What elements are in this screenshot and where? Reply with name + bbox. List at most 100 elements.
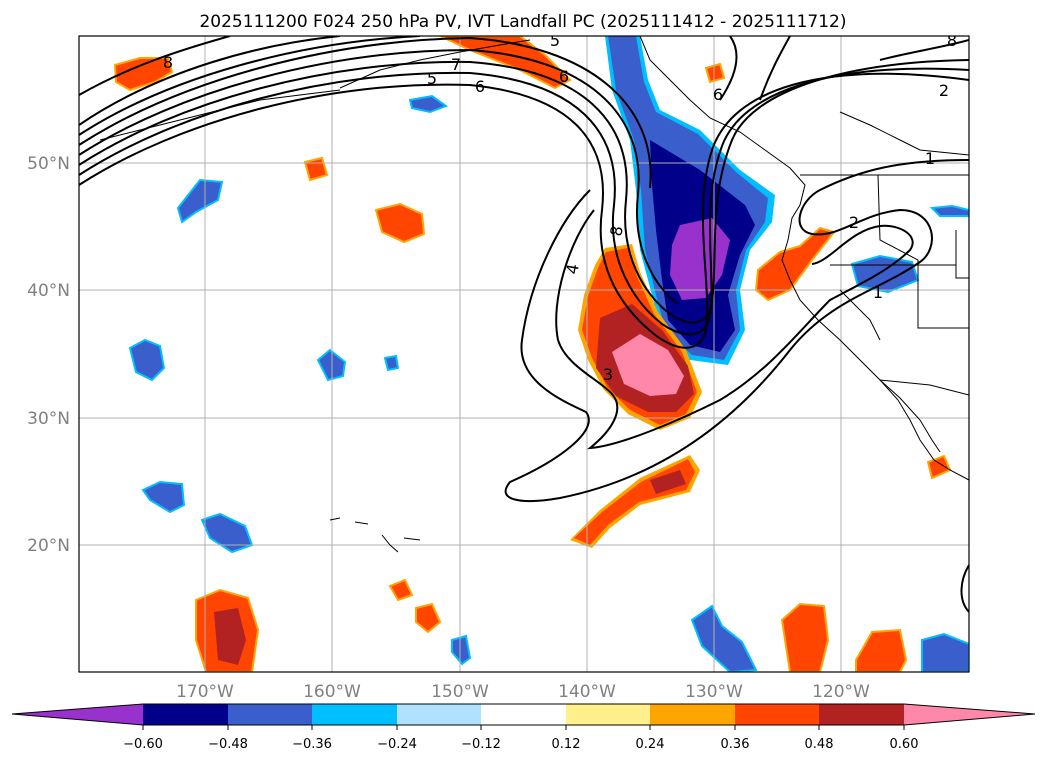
ivt-contour-outer — [504, 159, 969, 503]
colorbar-segment — [650, 704, 735, 725]
gulf-negative-anomaly — [408, 94, 449, 114]
blob-positive-aleutian — [113, 57, 174, 92]
blob-positive-170w-core — [214, 608, 246, 665]
contour-label: 5 — [427, 69, 437, 88]
lat-label-40n: 40°N — [27, 281, 70, 301]
coastline-north-america — [639, 36, 969, 481]
blob-positive-125w-south — [780, 602, 830, 672]
contour-label: 2 — [849, 213, 859, 232]
contour-labels: 8 5 7 6 6 5 8 2 1 2 1 4 8 3 6 — [163, 31, 957, 384]
colorbar-tick-label: −0.36 — [292, 737, 332, 752]
ivt-contour — [79, 72, 969, 349]
contour-label: 2 — [939, 81, 949, 100]
contour-label: 8 — [163, 53, 173, 72]
positive-anomaly-high — [612, 334, 684, 396]
contour-label: 7 — [451, 55, 461, 74]
colorbar-segment — [481, 704, 566, 725]
blob-positive-160w — [303, 156, 329, 182]
blob-positive-coast — [754, 226, 836, 302]
ivt-contour — [960, 564, 969, 613]
colorbar-tick-label: 0.48 — [805, 737, 834, 752]
blob-negative-175w-south — [141, 480, 186, 514]
contour-label: 3 — [603, 365, 613, 384]
pv-anomaly-fill — [113, 36, 969, 672]
colorbar-segment — [819, 704, 904, 725]
contour-label: 1 — [925, 149, 935, 168]
aleutian-islands — [99, 89, 341, 141]
lon-label-150w: 150°W — [431, 682, 489, 702]
colorbar-extend-min — [12, 704, 143, 725]
contour-label: 6 — [475, 77, 485, 96]
colorbar-ticks — [142, 725, 905, 730]
ivt-contour — [759, 36, 791, 101]
colorbar-tick-label: 0.12 — [552, 737, 581, 752]
colorbar-tick-label: −0.60 — [123, 737, 163, 752]
ivt-contours — [79, 36, 969, 613]
colorbar-tick-label: 0.60 — [890, 737, 919, 752]
contour-label: 4 — [562, 262, 582, 275]
colorbar-tick-label: −0.12 — [461, 737, 501, 752]
ivt-contour — [79, 48, 679, 305]
longitude-labels: 170°W 160°W 150°W 140°W 130°W 120°W — [176, 682, 870, 702]
blob-positive-150w — [374, 202, 426, 244]
ivt-contour — [79, 36, 652, 189]
alaska-coast — [339, 39, 531, 89]
lon-label-140w: 140°W — [558, 682, 616, 702]
blob-negative-115w-south — [921, 632, 969, 672]
blob-negative-170w — [176, 178, 224, 224]
blob-positive-150w-south — [415, 602, 442, 634]
colorbar-tick-label: 0.24 — [636, 737, 665, 752]
ivt-contour — [79, 36, 341, 126]
figure-title: 2025111200 F024 250 hPa PV, IVT Landfall… — [199, 12, 846, 32]
blob-negative-ne — [929, 204, 969, 217]
blob-negative-small — [383, 354, 400, 372]
coastlines — [99, 36, 969, 553]
graticule — [79, 36, 969, 672]
latitude-labels: 50°N 40°N 30°N 20°N — [27, 154, 70, 556]
ivt-contour — [879, 39, 969, 61]
blob-positive-120w-south — [855, 628, 908, 672]
lon-label-130w: 130°W — [685, 682, 743, 702]
lon-label-160w: 160°W — [303, 682, 361, 702]
contour-label: 8 — [606, 224, 626, 237]
border-states — [955, 230, 969, 279]
colorbar: −0.60 −0.48 −0.36 −0.24 −0.12 0.12 0.24 … — [11, 703, 1036, 752]
colorbar-segment — [735, 704, 819, 725]
positive-streak-mid — [650, 470, 686, 494]
contour-label: 6 — [559, 67, 569, 86]
map-panel: 8 5 7 6 6 5 8 2 1 2 1 4 8 3 6 — [79, 31, 969, 672]
blob-positive-130w-north — [704, 62, 726, 84]
colorbar-segment — [312, 704, 397, 725]
lat-label-50n: 50°N — [27, 154, 70, 174]
border-states — [839, 111, 969, 156]
ivt-contour — [719, 36, 738, 101]
map-background — [79, 36, 969, 672]
ivt-contour — [79, 36, 231, 96]
lat-label-20n: 20°N — [27, 536, 70, 556]
colorbar-tick-label: −0.24 — [377, 737, 417, 752]
coastline-baja — [879, 379, 941, 453]
contour-label: 1 — [873, 283, 883, 302]
contour-label: 5 — [550, 31, 560, 50]
blob-negative-175w — [128, 338, 166, 382]
colorbar-extend-max — [904, 704, 1035, 725]
map-frame — [78, 35, 970, 673]
colorbar-segment — [566, 704, 650, 725]
colorbar-segment — [228, 704, 312, 725]
ivt-contour — [79, 36, 421, 136]
colorbar-segment — [143, 704, 228, 725]
contour-label: 8 — [947, 31, 957, 50]
lon-label-120w: 120°W — [812, 682, 870, 702]
border-states — [877, 174, 969, 329]
blob-positive-155w — [388, 578, 414, 602]
colorbar-tick-label: 0.36 — [721, 737, 750, 752]
contour-label: 6 — [713, 85, 723, 104]
colorbar-segment — [397, 704, 481, 725]
ivt-contour-outer — [555, 209, 914, 450]
border-states — [839, 289, 881, 341]
blob-negative-150w-south — [451, 634, 472, 666]
lat-label-30n: 30°N — [27, 409, 70, 429]
hawaii-islands — [329, 517, 421, 553]
border-mexico — [879, 379, 969, 396]
ivt-contour — [79, 67, 969, 336]
